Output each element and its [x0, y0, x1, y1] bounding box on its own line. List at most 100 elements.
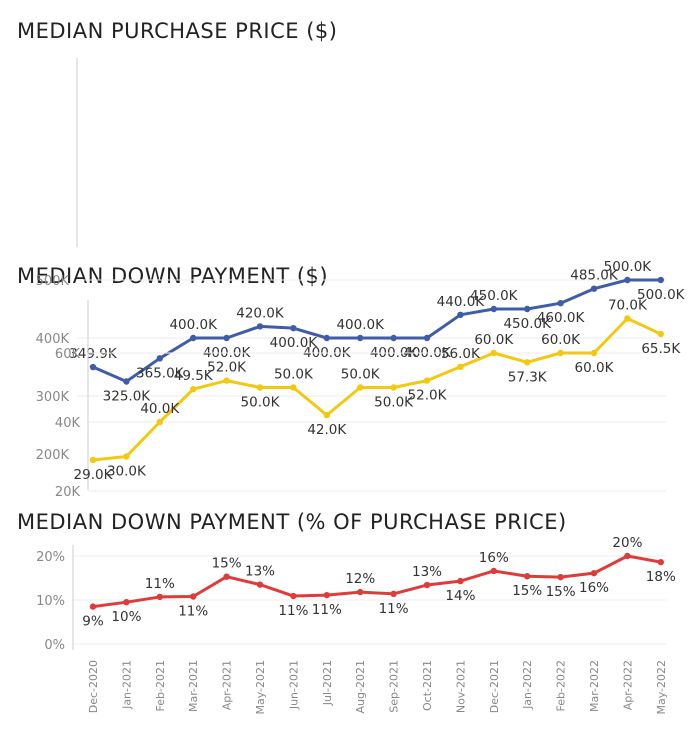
y-tick-label: 60K [55, 347, 81, 362]
data-point [123, 453, 130, 460]
data-point [256, 384, 264, 391]
data-point [89, 363, 97, 371]
data-label: 15% [512, 583, 542, 599]
data-label: 57.3K [508, 369, 548, 385]
data-label: 16% [579, 580, 609, 596]
data-point [256, 581, 264, 588]
data-label: 30.0K [107, 464, 147, 480]
data-point [123, 378, 130, 385]
data-label: 12% [345, 571, 375, 587]
panel-down: 20K40K60K29.0K30.0K40.0K49.5K52.0K50.0K5… [55, 298, 681, 501]
data-point [123, 599, 130, 606]
data-point [590, 349, 598, 357]
series-line-price [91, 278, 663, 383]
data-label: 15% [546, 584, 576, 600]
data-label: 450.0K [503, 316, 552, 332]
data-point [357, 588, 364, 596]
data-label: 11% [312, 602, 342, 618]
data-point [557, 300, 564, 307]
data-label: 11% [145, 576, 175, 592]
data-point [390, 334, 397, 342]
data-point [524, 359, 531, 366]
data-point [490, 349, 497, 357]
data-label: 40.0K [140, 401, 180, 417]
data-label: 52.0K [408, 388, 448, 404]
data-label: 13% [412, 564, 442, 580]
x-tick-label: Jun-2021 [287, 660, 300, 710]
data-point [557, 573, 564, 581]
data-point [323, 334, 330, 342]
chart-title-down-payment: MEDIAN DOWN PAYMENT ($) [17, 264, 329, 288]
data-label: 11% [178, 603, 208, 619]
data-label: 42.0K [307, 422, 347, 438]
data-point [423, 377, 431, 384]
data-label: 13% [245, 564, 275, 580]
x-tick-label: Jul-2021 [321, 660, 334, 706]
x-tick-label: Feb-2022 [555, 660, 568, 711]
series-line-down [91, 317, 663, 462]
data-label: 349.9K [69, 346, 118, 362]
data-point [490, 567, 497, 575]
data-point [423, 581, 431, 589]
data-label: 9% [82, 614, 104, 630]
data-point [156, 593, 163, 601]
data-label: 18% [646, 569, 676, 585]
data-label: 20% [612, 535, 642, 551]
x-tick-label: Sep-2021 [388, 660, 401, 713]
data-point [657, 558, 664, 566]
x-tick-label: Jan-2022 [521, 660, 534, 710]
chart-title-down-payment-pct: MEDIAN DOWN PAYMENT (% OF PURCHASE PRICE… [17, 510, 567, 534]
x-tick-label: May-2022 [655, 660, 668, 715]
data-point [357, 334, 364, 342]
panel-pct: 0%10%20%9% 10%11%11%15% 13%11% 11%12%11%13%… [36, 535, 676, 653]
data-label: 11% [379, 601, 409, 617]
data-label: 50.0K [341, 367, 381, 383]
data-point [190, 386, 197, 393]
data-label: 450.0K [470, 288, 519, 304]
data-point [290, 324, 297, 332]
y-tick-label: 400K [36, 332, 70, 347]
data-point [190, 593, 197, 600]
x-tick-label: Jan-2021 [120, 660, 133, 710]
data-label: 325.0K [103, 389, 152, 405]
data-label: 56.0K [441, 346, 481, 362]
data-label: 400.0K [336, 317, 385, 333]
data-point [290, 384, 297, 391]
data-label: 500.0K [637, 287, 686, 303]
data-label: 50.0K [241, 395, 281, 411]
x-tick-label: Aug-2021 [354, 660, 367, 713]
y-tick-label: 20K [55, 485, 81, 500]
data-label: 50.0K [374, 395, 414, 411]
data-label: 460.0K [537, 310, 586, 326]
data-label: 14% [445, 588, 475, 604]
data-label: 52.0K [207, 360, 247, 376]
data-point [390, 590, 397, 598]
data-label: 440.0K [437, 294, 486, 310]
data-point [657, 276, 664, 284]
data-point [624, 276, 631, 284]
data-label: 49.5K [174, 368, 214, 384]
x-tick-label: May-2021 [254, 660, 267, 715]
y-tick-label: 500K [36, 274, 70, 289]
data-point [490, 305, 497, 313]
y-tick-label: 10% [36, 594, 65, 609]
data-label: 400.0K [270, 335, 319, 351]
data-point [590, 569, 598, 577]
data-point [156, 355, 163, 362]
data-label: 60.0K [474, 332, 514, 348]
data-label: 11% [278, 603, 308, 619]
data-point [223, 334, 230, 342]
data-point [223, 573, 230, 580]
data-point [190, 334, 197, 342]
data-point [89, 603, 97, 610]
data-label: 400.0K [169, 317, 218, 333]
y-tick-label: 40K [55, 416, 81, 431]
data-label: 420.0K [236, 305, 285, 321]
data-point [89, 456, 97, 464]
data-point [390, 384, 397, 391]
data-label: 365.0K [136, 365, 185, 381]
chart-title-purchase-price: MEDIAN PURCHASE PRICE ($) [17, 19, 338, 43]
x-tick-label: Feb-2021 [154, 660, 167, 711]
data-point [156, 418, 163, 426]
